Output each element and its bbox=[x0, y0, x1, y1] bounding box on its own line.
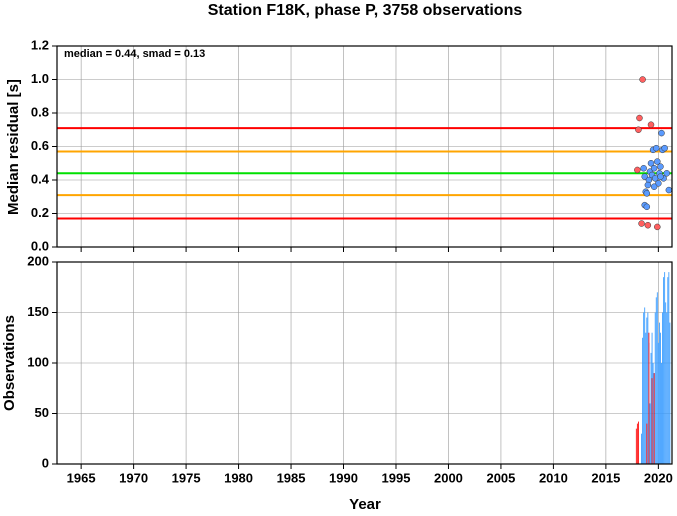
point bbox=[643, 190, 651, 197]
bar bbox=[668, 272, 670, 464]
bar bbox=[645, 332, 647, 464]
bar bbox=[666, 312, 668, 464]
bar bbox=[653, 373, 655, 464]
point bbox=[663, 170, 671, 177]
x-tick-label: 2010 bbox=[539, 470, 568, 485]
point bbox=[654, 158, 661, 165]
y-tick-label: 0.4 bbox=[31, 171, 50, 186]
x-tick-label: 2000 bbox=[434, 470, 463, 485]
x-tick-label: 1975 bbox=[172, 470, 201, 485]
point bbox=[654, 223, 661, 231]
x-tick-label: 1995 bbox=[382, 470, 411, 485]
point bbox=[657, 173, 664, 180]
bar bbox=[665, 302, 667, 464]
point bbox=[658, 129, 665, 137]
point bbox=[647, 160, 655, 167]
point bbox=[644, 181, 652, 189]
x-tick-label: 1985 bbox=[277, 470, 306, 485]
point bbox=[639, 76, 646, 83]
point bbox=[641, 173, 648, 180]
bar bbox=[649, 403, 651, 464]
y-axis-label: Median residual [s] bbox=[5, 79, 22, 215]
bar bbox=[663, 277, 665, 464]
bar bbox=[635, 428, 637, 464]
point bbox=[653, 144, 660, 152]
bar bbox=[643, 312, 645, 464]
bar bbox=[651, 378, 653, 464]
bar bbox=[644, 307, 646, 464]
bar bbox=[661, 363, 662, 464]
x-tick-label: 1980 bbox=[224, 470, 253, 485]
plot-frame bbox=[56, 261, 673, 465]
bar bbox=[657, 342, 659, 464]
x-tick-label: 2015 bbox=[591, 470, 620, 485]
point bbox=[638, 220, 645, 227]
x-tick-label: 1965 bbox=[67, 470, 96, 485]
bar bbox=[642, 337, 644, 464]
y-tick-label: 0.8 bbox=[31, 104, 49, 119]
y-tick-label: 200 bbox=[27, 253, 49, 268]
y-tick-label: 1.2 bbox=[31, 37, 49, 52]
point bbox=[665, 186, 673, 194]
y-tick-label: 150 bbox=[27, 304, 49, 319]
annotation: median = 0.44, smad = 0.13 bbox=[64, 48, 205, 60]
x-tick-label: 1970 bbox=[119, 470, 148, 485]
bar bbox=[646, 423, 648, 464]
point bbox=[661, 144, 668, 152]
bar bbox=[650, 352, 652, 464]
y-tick-label: 50 bbox=[35, 405, 49, 420]
point bbox=[647, 121, 655, 128]
plot-frame bbox=[56, 45, 673, 248]
bar bbox=[667, 277, 669, 464]
bar bbox=[637, 421, 639, 464]
point bbox=[643, 203, 651, 211]
y-tick-label: 0.0 bbox=[31, 238, 49, 253]
y-axis-label: Observations bbox=[1, 315, 18, 411]
bar bbox=[647, 312, 649, 464]
point bbox=[650, 165, 658, 172]
bar bbox=[636, 423, 638, 464]
y-tick-label: 0.6 bbox=[31, 138, 49, 153]
point bbox=[655, 180, 662, 187]
bar bbox=[648, 332, 650, 464]
x-tick-label: 2005 bbox=[486, 470, 515, 485]
bar bbox=[658, 322, 660, 464]
point bbox=[634, 166, 641, 174]
chart-title: Station F18K, phase P, 3758 observations bbox=[208, 2, 523, 19]
x-axis-label: Year bbox=[349, 496, 381, 511]
bar bbox=[662, 312, 663, 464]
point bbox=[650, 183, 658, 190]
bar bbox=[664, 272, 666, 464]
point bbox=[635, 126, 642, 133]
x-tick-label: 2020 bbox=[644, 470, 673, 485]
bar bbox=[660, 332, 661, 464]
bar bbox=[641, 433, 642, 464]
point bbox=[640, 165, 647, 172]
point bbox=[636, 114, 643, 122]
bar bbox=[646, 317, 648, 464]
y-tick-label: 0 bbox=[42, 455, 49, 470]
bar bbox=[669, 322, 671, 464]
point bbox=[644, 221, 652, 229]
y-tick-label: 100 bbox=[27, 354, 49, 369]
bar bbox=[655, 297, 657, 464]
x-tick-label: 1990 bbox=[329, 470, 358, 485]
y-tick-label: 1.0 bbox=[31, 71, 49, 86]
point bbox=[657, 163, 664, 170]
bar bbox=[656, 292, 658, 464]
y-tick-label: 0.2 bbox=[31, 205, 49, 220]
bar bbox=[654, 312, 656, 464]
bar bbox=[652, 363, 654, 464]
